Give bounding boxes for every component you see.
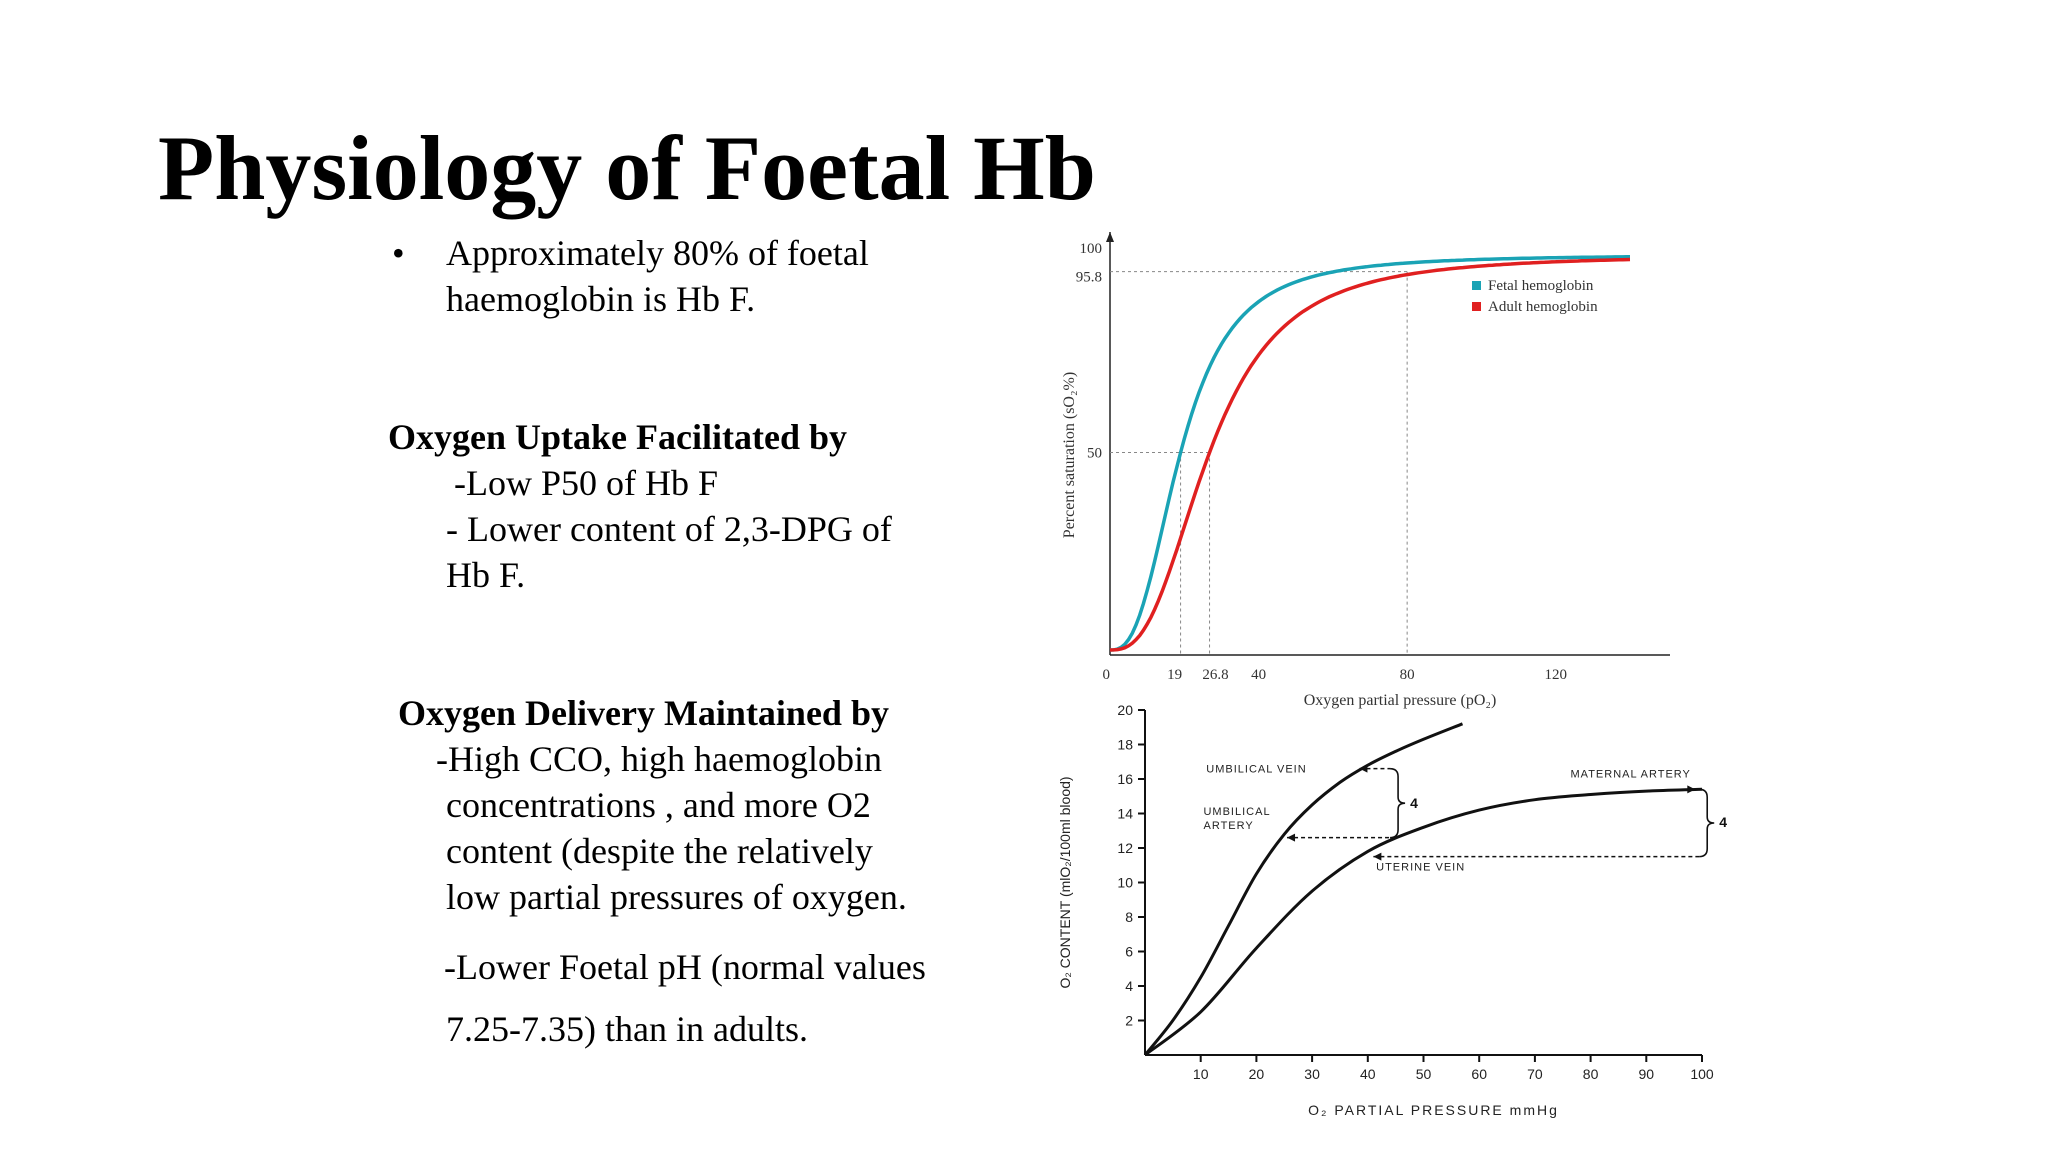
x-tick-label: 50: [1416, 1066, 1432, 1082]
y-tick-label: 100: [1080, 241, 1103, 257]
fetal-difference-value: 4: [1410, 795, 1418, 811]
maternal-artery-label: MATERNAL ARTERY: [1571, 768, 1691, 780]
arrowhead: [1359, 764, 1368, 773]
y-tick-label: 20: [1117, 702, 1133, 718]
uterine-vein-label: UTERINE VEIN: [1376, 862, 1465, 874]
x-tick-label: 30: [1304, 1066, 1320, 1082]
delivery-line-3: content (despite the relatively: [446, 831, 873, 871]
y-axis-label: O₂ CONTENT (mlO₂/100ml blood): [1057, 776, 1073, 988]
arrowhead: [1373, 852, 1382, 861]
y-tick-label: 14: [1117, 806, 1133, 822]
uptake-line-3: Hb F.: [446, 555, 526, 595]
bullet-marker: •: [392, 233, 405, 273]
y-axis-arrow: [1106, 232, 1114, 242]
fetal-content-curve: [1143, 722, 1464, 1056]
bullet-text-line-1: Approximately 80% of foetal: [446, 233, 869, 273]
delivery-line-2: concentrations , and more O2: [446, 785, 871, 825]
slide-title: Physiology of Foetal Hb: [158, 117, 1096, 219]
oxygen-dissociation-chart: 0 19 26.8 40 80 120 50 95.8 100 Oxygen partial pr…: [1061, 232, 1670, 709]
bullet-text-line-2: haemoglobin is Hb F.: [446, 279, 756, 319]
delivery-heading: Oxygen Delivery Maintained by: [398, 693, 889, 733]
legend-label: Adult hemoglobin: [1488, 299, 1598, 315]
arrowhead: [1287, 833, 1296, 842]
x-tick-label: 80: [1400, 667, 1415, 683]
x-tick-label: 10: [1193, 1066, 1209, 1082]
umbilical-artery-label-line-1: UMBILICAL: [1203, 806, 1270, 818]
fetal-difference-brace: [1390, 767, 1406, 839]
x-tick-label: 40: [1360, 1066, 1376, 1082]
y-tick-label: 8: [1125, 909, 1133, 925]
y-tick-label: 4: [1125, 978, 1133, 994]
uptake-heading: Oxygen Uptake Facilitated by: [388, 417, 847, 457]
x-tick-label: 60: [1471, 1066, 1487, 1082]
ph-line-2: 7.25-7.35) than in adults.: [446, 1009, 808, 1049]
maternal-difference-value: 4: [1719, 814, 1727, 830]
series-line-fetal: [1109, 255, 1630, 652]
y-axis-label: Percent saturation (sO₂%): [1061, 372, 1078, 538]
x-tick-label: 70: [1527, 1066, 1543, 1082]
x-tick-label: 19: [1167, 667, 1182, 683]
ph-line-1: -Lower Foetal pH (normal values: [444, 947, 926, 987]
x-tick-label: 100: [1690, 1066, 1714, 1082]
x-tick-label: 120: [1544, 667, 1567, 683]
legend-swatch: [1472, 281, 1481, 290]
y-tick-label: 12: [1117, 840, 1133, 856]
arrowhead: [1687, 785, 1696, 794]
x-tick-label: 0: [1103, 667, 1111, 683]
delivery-line-4: low partial pressures of oxygen.: [446, 877, 907, 917]
x-tick-label: 26.8: [1202, 667, 1228, 683]
y-tick-label: 10: [1117, 875, 1133, 891]
y-tick-label: 16: [1117, 771, 1133, 787]
x-tick-label: 40: [1251, 667, 1266, 683]
x-tick-label: 20: [1249, 1066, 1265, 1082]
y-tick-label: 2: [1125, 1013, 1133, 1029]
legend-swatch: [1472, 302, 1481, 311]
x-tick-label: 90: [1639, 1066, 1655, 1082]
x-axis-label: O₂ PARTIAL PRESSURE mmHg: [1308, 1102, 1559, 1118]
uptake-line-2: - Lower content of 2,3-DPG of: [446, 509, 892, 549]
y-tick-label: 18: [1117, 737, 1133, 753]
x-tick-label: 80: [1583, 1066, 1599, 1082]
maternal-content-curve: [1144, 787, 1703, 1057]
umbilical-artery-label-line-2: ARTERY: [1203, 820, 1253, 832]
y-tick-label: 95.8: [1076, 270, 1102, 286]
uptake-line-1: -Low P50 of Hb F: [454, 463, 719, 503]
maternal-difference-brace: [1699, 788, 1715, 858]
y-tick-label: 6: [1125, 944, 1133, 960]
legend-label: Fetal hemoglobin: [1488, 278, 1594, 294]
umbilical-vein-label: UMBILICAL VEIN: [1206, 764, 1306, 776]
x-axis-label: Oxygen partial pressure (pO₂): [1304, 692, 1497, 709]
series-line-adult: [1109, 257, 1631, 652]
delivery-line-1: -High CCO, high haemoglobin: [436, 739, 882, 779]
oxygen-content-chart: 10 20 30 40 50 60 70 80 90 100 2 4 6 8 10 12 14 16 18 20 O₂ …: [1057, 702, 1727, 1118]
y-tick-label: 50: [1087, 446, 1102, 462]
